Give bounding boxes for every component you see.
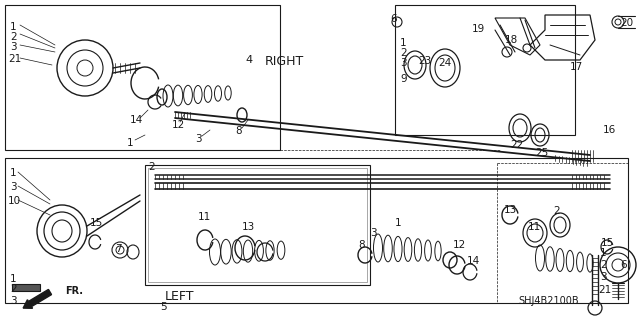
Bar <box>148 168 367 282</box>
Text: 2: 2 <box>553 206 559 216</box>
Text: 2: 2 <box>10 32 17 42</box>
Text: 11: 11 <box>198 212 211 222</box>
Bar <box>5 158 628 303</box>
Text: 1: 1 <box>127 138 134 148</box>
Text: 21: 21 <box>598 285 611 295</box>
Text: 6: 6 <box>620 260 627 270</box>
Text: 2: 2 <box>10 284 17 294</box>
Text: 3: 3 <box>10 296 17 306</box>
Text: 16: 16 <box>603 125 616 135</box>
Text: SHJ4B2100B: SHJ4B2100B <box>518 296 579 306</box>
Text: RIGHT: RIGHT <box>265 55 304 68</box>
Text: 3: 3 <box>195 134 202 144</box>
Text: 14: 14 <box>467 256 480 266</box>
Text: 1: 1 <box>10 22 17 32</box>
Text: 11: 11 <box>528 222 541 232</box>
Text: 22: 22 <box>510 140 524 150</box>
Text: 9: 9 <box>400 74 406 84</box>
Text: 3: 3 <box>10 42 17 52</box>
Bar <box>5 5 280 150</box>
Text: 2: 2 <box>600 260 607 270</box>
Text: 23: 23 <box>418 56 431 66</box>
Text: 1: 1 <box>10 168 17 178</box>
Bar <box>395 5 575 135</box>
Text: 20: 20 <box>620 18 633 28</box>
Text: 8: 8 <box>235 126 242 136</box>
Text: 14: 14 <box>130 115 143 125</box>
Text: 19: 19 <box>472 24 485 34</box>
Text: 1: 1 <box>600 248 607 258</box>
Text: 6: 6 <box>390 14 397 24</box>
Text: 17: 17 <box>570 62 583 72</box>
Text: 2: 2 <box>148 162 155 172</box>
Text: 1: 1 <box>10 274 17 284</box>
Text: 3: 3 <box>10 182 17 192</box>
Text: 2: 2 <box>400 48 406 58</box>
Text: 13: 13 <box>242 222 255 232</box>
Text: FR.: FR. <box>65 286 83 296</box>
Text: 15: 15 <box>90 218 103 228</box>
Bar <box>12 284 40 291</box>
Text: 25: 25 <box>535 148 548 158</box>
Text: 21: 21 <box>8 54 21 64</box>
Text: LEFT: LEFT <box>165 290 195 303</box>
Text: 3: 3 <box>370 228 376 238</box>
Text: 8: 8 <box>358 240 365 250</box>
Text: 3: 3 <box>400 58 406 68</box>
Text: 24: 24 <box>438 58 451 68</box>
Text: 15: 15 <box>601 238 614 248</box>
Text: 1: 1 <box>395 218 402 228</box>
Text: 18: 18 <box>505 35 518 45</box>
Text: 1: 1 <box>400 38 406 48</box>
FancyArrow shape <box>23 289 52 308</box>
Text: 13: 13 <box>504 205 517 215</box>
Text: 7: 7 <box>115 244 122 254</box>
Text: 4: 4 <box>245 55 252 65</box>
Text: 12: 12 <box>453 240 467 250</box>
Text: 10: 10 <box>8 196 21 206</box>
Text: 12: 12 <box>172 120 185 130</box>
Bar <box>145 165 370 285</box>
Text: 5: 5 <box>160 302 166 312</box>
Text: 3: 3 <box>600 272 607 282</box>
